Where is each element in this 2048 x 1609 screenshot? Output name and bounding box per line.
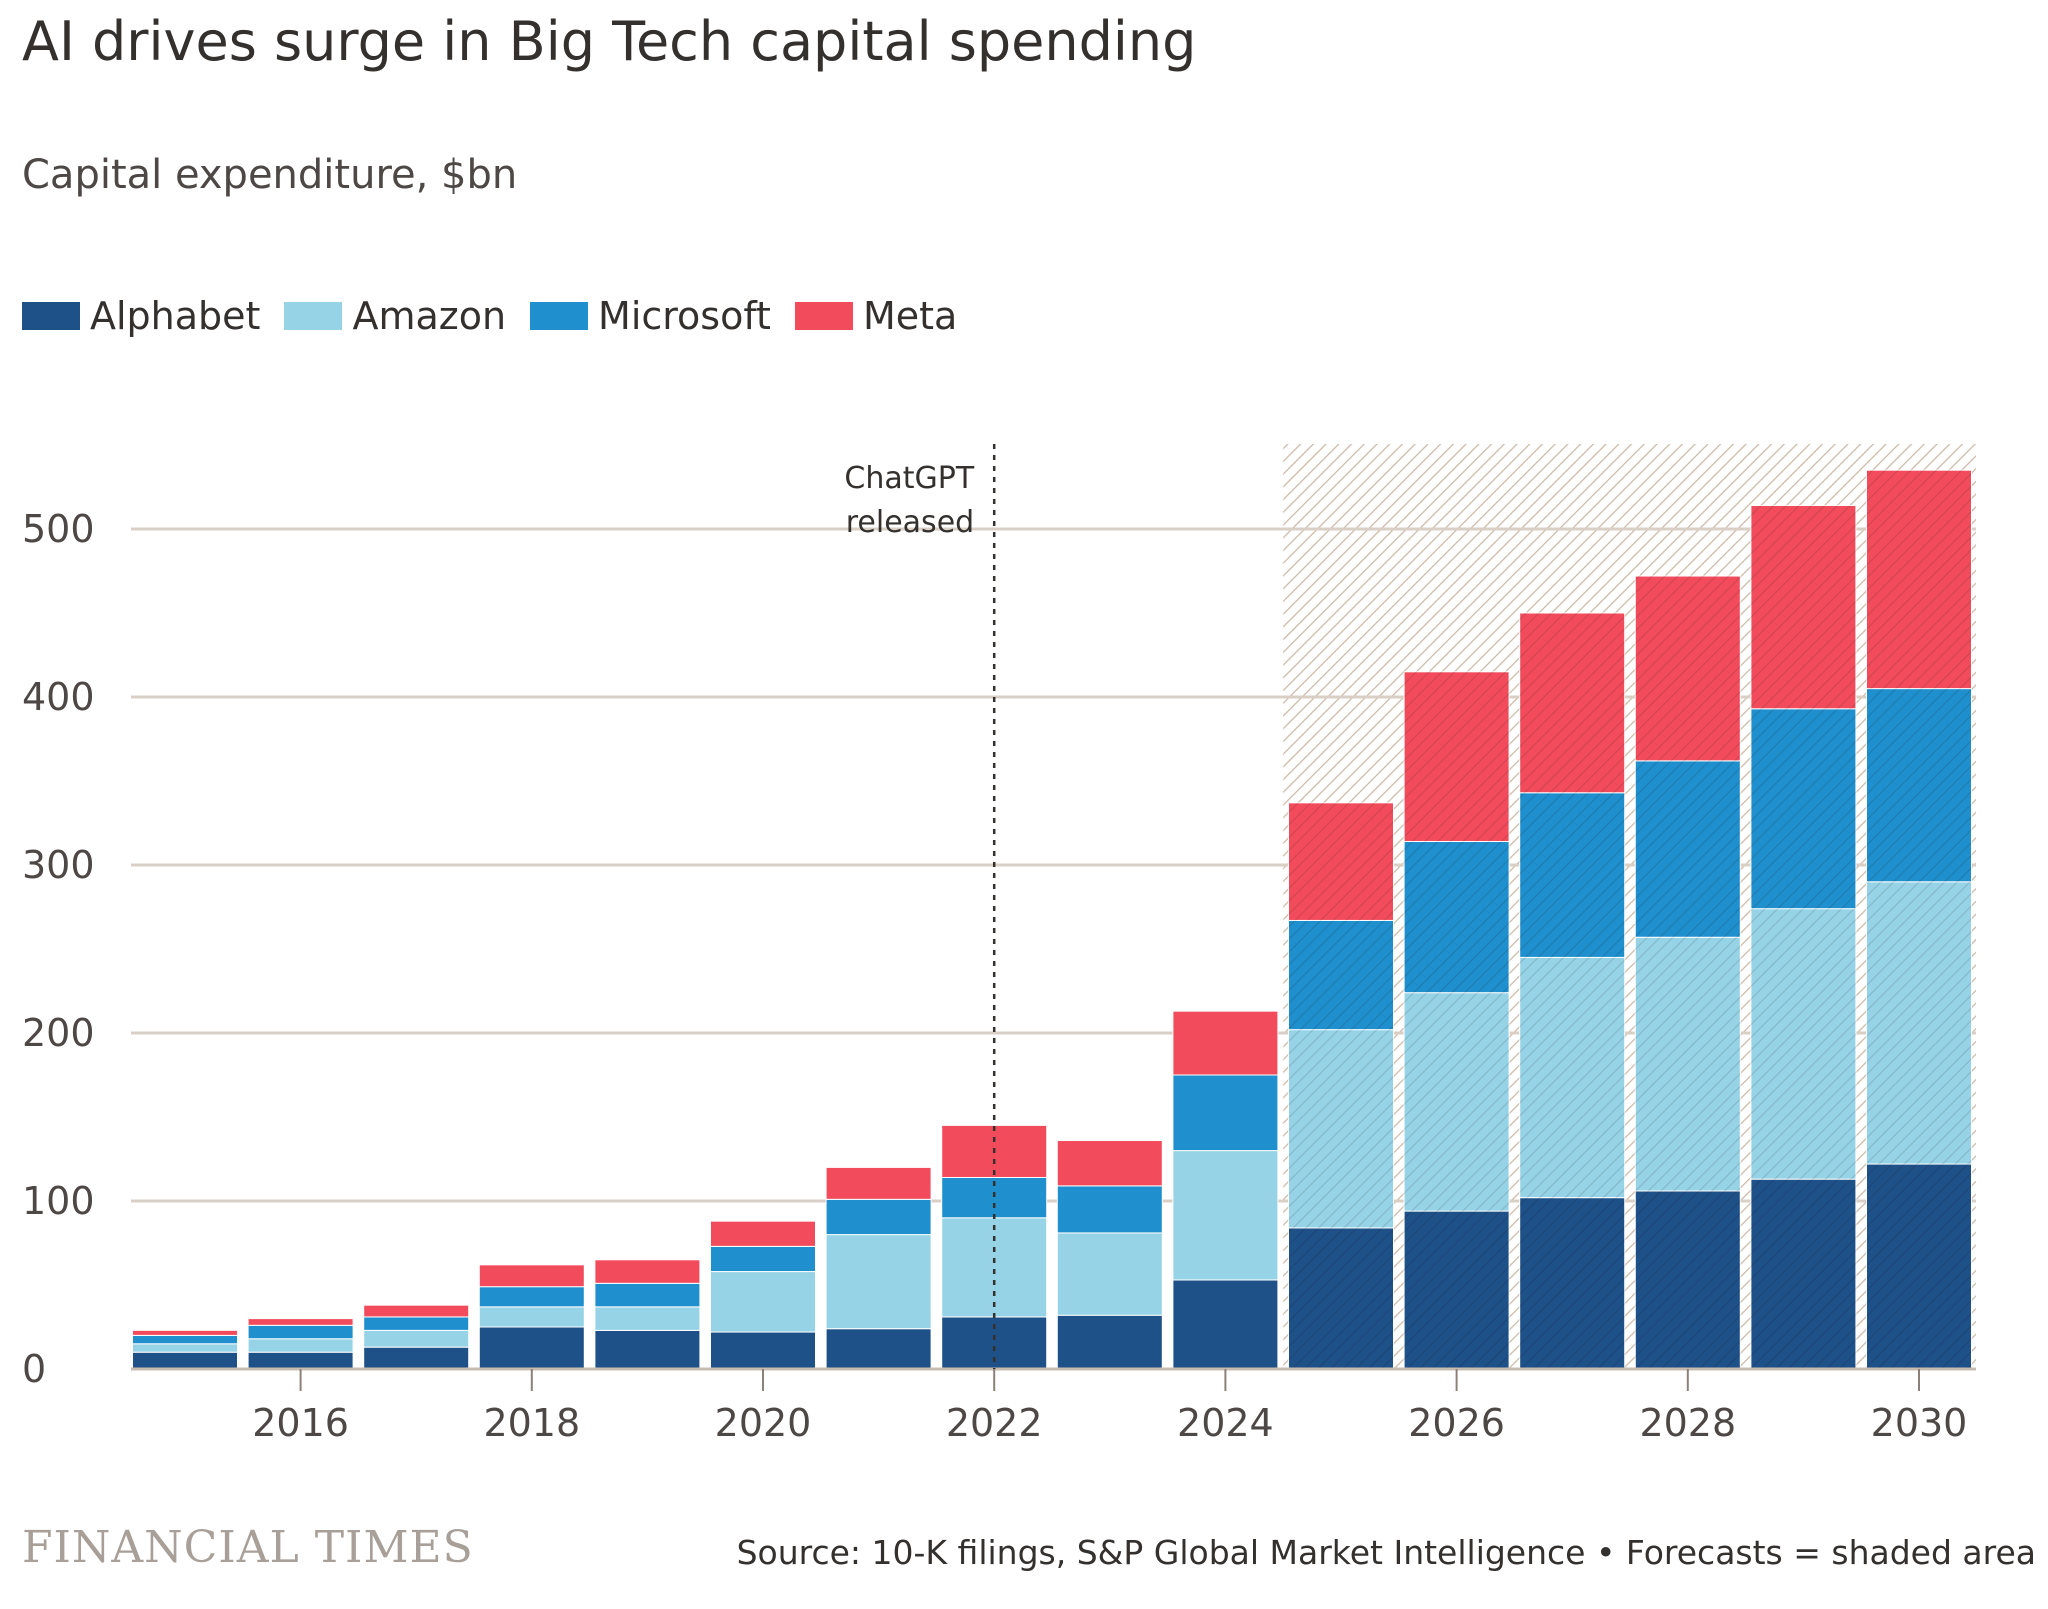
x-tick-label: 2016: [252, 1401, 349, 1445]
annotation-text: released: [846, 505, 974, 540]
legend-item-alphabet: Alphabet: [22, 294, 260, 338]
bar-amazon-2021: [825, 1234, 932, 1330]
forecast-hatch-amazon-2029: [1750, 908, 1856, 1180]
x-tick-label: 2020: [715, 1401, 812, 1445]
bar-alphabet-2015: [132, 1351, 238, 1370]
bar-alphabet-2021: [825, 1328, 932, 1370]
forecast-hatch-meta-2030: [1866, 470, 1972, 689]
forecast-hatch-amazon-2026: [1404, 992, 1510, 1212]
bar-microsoft-2017: [363, 1316, 470, 1331]
y-tick-label: 100: [22, 1179, 95, 1223]
bar-microsoft-2023: [1056, 1185, 1163, 1234]
forecast-hatch-alphabet-2029: [1750, 1179, 1856, 1369]
forecast-hatch-alphabet-2027: [1519, 1197, 1625, 1369]
legend-label: Microsoft: [598, 294, 771, 338]
bar-alphabet-2023: [1056, 1314, 1163, 1370]
forecast-hatch-microsoft-2030: [1866, 688, 1972, 882]
forecast-hatch-alphabet-2028: [1635, 1190, 1741, 1369]
forecast-hatch-alphabet-2026: [1404, 1211, 1510, 1369]
bar-microsoft-2018: [478, 1286, 585, 1308]
forecast-hatch-amazon-2030: [1866, 881, 1972, 1165]
bar-alphabet-2016: [247, 1351, 354, 1370]
forecast-hatch-microsoft-2027: [1519, 792, 1625, 958]
bar-microsoft-2020: [710, 1245, 816, 1273]
bar-amazon-2024: [1172, 1150, 1279, 1281]
forecast-hatch-amazon-2025: [1288, 1029, 1394, 1228]
bar-amazon-2020: [710, 1271, 816, 1333]
bar-amazon-2016: [247, 1338, 354, 1353]
forecast-hatch-alphabet-2025: [1288, 1227, 1394, 1369]
forecast-hatch-meta-2028: [1635, 576, 1741, 761]
bar-microsoft-2016: [247, 1324, 354, 1340]
forecast-hatch-meta-2029: [1750, 505, 1856, 709]
y-tick-label: 200: [22, 1011, 95, 1055]
bar-amazon-2019: [594, 1306, 701, 1331]
legend-swatch: [530, 302, 589, 330]
legend-item-amazon: Amazon: [284, 294, 506, 338]
x-tick-label: 2024: [1177, 1401, 1274, 1445]
bar-meta-2016: [247, 1318, 354, 1326]
x-tick-label: 2030: [1871, 1401, 1968, 1445]
bar-alphabet-2024: [1172, 1279, 1279, 1370]
x-tick-label: 2028: [1639, 1401, 1736, 1445]
forecast-hatch-microsoft-2025: [1288, 920, 1394, 1030]
bar-meta-2023: [1056, 1140, 1163, 1187]
forecast-hatch-microsoft-2028: [1635, 760, 1741, 938]
y-tick-label: 300: [22, 843, 95, 887]
legend-label: Alphabet: [90, 294, 261, 338]
forecast-hatch-meta-2025: [1288, 802, 1394, 921]
forecast-hatch-alphabet-2030: [1866, 1164, 1972, 1369]
x-tick-label: 2026: [1408, 1401, 1505, 1445]
bar-alphabet-2017: [363, 1346, 470, 1370]
bar-amazon-2015: [132, 1343, 238, 1353]
forecast-hatch-amazon-2027: [1519, 957, 1625, 1198]
bar-amazon-2022: [941, 1217, 1048, 1318]
legend-item-microsoft: Microsoft: [530, 294, 771, 338]
chart-title: AI drives surge in Big Tech capital spen…: [22, 10, 1197, 73]
bar-meta-2021: [825, 1166, 932, 1200]
y-tick-label: 0: [22, 1347, 46, 1391]
legend-swatch: [794, 302, 853, 330]
bar-meta-2018: [478, 1264, 585, 1288]
forecast-hatch-microsoft-2029: [1750, 708, 1856, 909]
legend-label: Amazon: [352, 294, 507, 338]
bar-amazon-2018: [478, 1306, 585, 1328]
bar-meta-2017: [363, 1304, 470, 1318]
bar-meta-2015: [132, 1329, 238, 1336]
x-tick-label: 2022: [946, 1401, 1043, 1445]
legend-swatch: [22, 302, 80, 330]
legend-swatch: [284, 302, 343, 330]
bar-meta-2024: [1172, 1010, 1279, 1076]
bar-meta-2020: [710, 1220, 816, 1247]
bar-meta-2019: [594, 1259, 701, 1284]
chart-subtitle: Capital expenditure, $bn: [22, 152, 518, 198]
forecast-shaded-area: [1283, 444, 1976, 1369]
bar-alphabet-2020: [710, 1331, 816, 1370]
y-tick-label: 500: [22, 507, 95, 551]
forecast-hatch-meta-2027: [1519, 613, 1625, 793]
bar-microsoft-2015: [132, 1334, 238, 1345]
legend-label: Meta: [862, 294, 958, 338]
bar-microsoft-2024: [1172, 1074, 1279, 1152]
legend: Alphabet Amazon Microsoft Meta: [22, 294, 957, 338]
forecast-hatch-meta-2026: [1404, 671, 1510, 842]
bar-amazon-2023: [1056, 1232, 1163, 1316]
y-tick-label: 400: [22, 675, 95, 719]
legend-item-meta: Meta: [794, 294, 958, 338]
bar-microsoft-2021: [825, 1198, 932, 1236]
bar-amazon-2017: [363, 1329, 470, 1348]
bar-alphabet-2019: [594, 1329, 701, 1370]
x-tick-label: 2018: [483, 1401, 580, 1445]
bar-alphabet-2018: [478, 1326, 585, 1370]
bar-microsoft-2019: [594, 1282, 701, 1308]
annotation-text: ChatGPT: [844, 461, 974, 496]
ft-logo: FINANCIAL TIMES: [22, 1522, 474, 1573]
forecast-hatch-microsoft-2026: [1404, 841, 1510, 993]
forecast-hatch-amazon-2028: [1635, 937, 1741, 1191]
source-note: Source: 10-K filings, S&P Global Market …: [736, 1533, 2036, 1572]
